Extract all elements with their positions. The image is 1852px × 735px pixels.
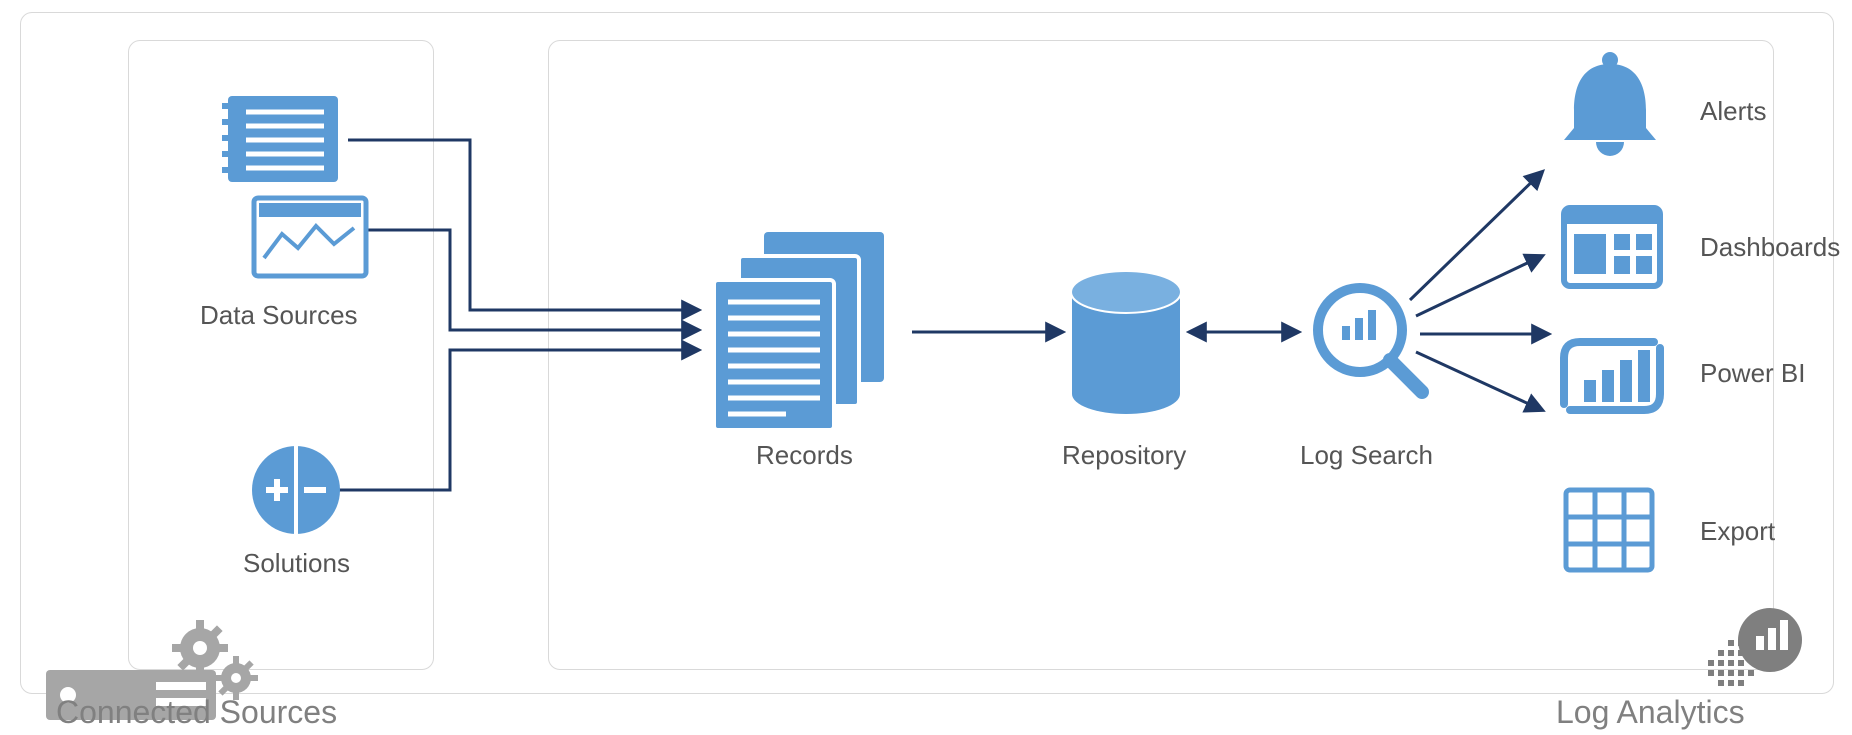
connected-sources-label: Connected Sources [56, 694, 337, 731]
solutions-label: Solutions [243, 548, 350, 579]
data-sources-label: Data Sources [200, 300, 358, 331]
log-search-label: Log Search [1300, 440, 1433, 471]
right-container [548, 40, 1774, 670]
powerbi-label: Power BI [1700, 358, 1806, 389]
export-label: Export [1700, 516, 1775, 547]
alerts-label: Alerts [1700, 96, 1766, 127]
records-label: Records [756, 440, 853, 471]
repository-label: Repository [1062, 440, 1186, 471]
log-analytics-label: Log Analytics [1556, 694, 1745, 731]
dashboards-label: Dashboards [1700, 232, 1840, 263]
